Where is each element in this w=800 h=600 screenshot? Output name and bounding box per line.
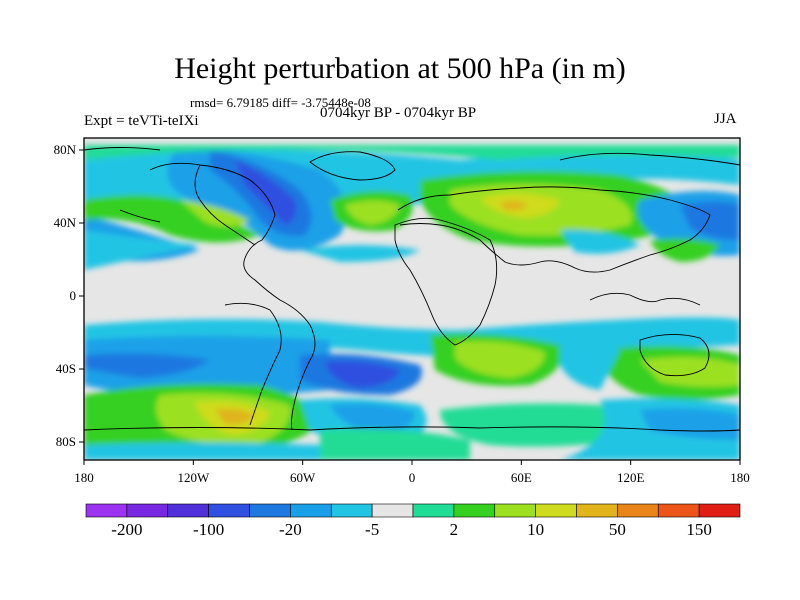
colorbar-swatch bbox=[698, 503, 741, 518]
lon-tick-label: 180 bbox=[74, 470, 94, 485]
colorbar-label: 2 bbox=[450, 520, 459, 539]
colorbar-label: 150 bbox=[686, 520, 712, 539]
colorbar-swatch bbox=[330, 503, 373, 518]
experiment-label: Expt = teVTi-teIXi bbox=[84, 113, 199, 129]
contour-field bbox=[84, 138, 740, 460]
colorbar-swatch bbox=[249, 503, 291, 518]
colorbar-swatch bbox=[85, 503, 128, 518]
colorbar-swatch bbox=[371, 503, 414, 518]
longitude-axis: 180 120W 60W 0 60E 120E 180 bbox=[74, 460, 750, 485]
colorbar-label: -100 bbox=[193, 520, 224, 539]
lat-tick-label: 0 bbox=[70, 288, 77, 303]
lat-tick-label: 40N bbox=[54, 215, 77, 230]
colorbar-swatch bbox=[657, 503, 700, 518]
latitude-axis: 80N 40N 0 40S 80S bbox=[54, 142, 84, 449]
colorbar-swatch bbox=[494, 503, 536, 518]
lon-tick-label: 60E bbox=[511, 470, 532, 485]
season-label: JJA bbox=[714, 111, 737, 127]
colorbar-swatch bbox=[208, 503, 250, 518]
lon-tick-label: 180 bbox=[730, 470, 750, 485]
coastlines bbox=[84, 147, 740, 432]
period-label: 0704kyr BP - 0704kyr BP bbox=[320, 105, 477, 121]
colorbar-label: -200 bbox=[111, 520, 142, 539]
colorbar: -200 -100 -20 -5 2 10 50 150 bbox=[85, 503, 741, 539]
colorbar-label: -5 bbox=[365, 520, 379, 539]
lon-tick-label: 0 bbox=[409, 470, 416, 485]
colorbar-label: 50 bbox=[609, 520, 626, 539]
colorbar-swatch bbox=[126, 503, 169, 518]
colorbar-swatch bbox=[412, 503, 455, 518]
colorbar-swatch bbox=[290, 503, 332, 518]
lon-tick-label: 120W bbox=[177, 470, 210, 485]
colorbar-label: -20 bbox=[279, 520, 302, 539]
plot-title: Height perturbation at 500 hPa (in m) bbox=[174, 52, 626, 85]
lat-tick-label: 80S bbox=[56, 434, 76, 449]
colorbar-swatch bbox=[576, 503, 618, 518]
colorbar-label: 10 bbox=[527, 520, 544, 539]
lat-tick-label: 80N bbox=[54, 142, 77, 157]
lon-tick-label: 120E bbox=[617, 470, 645, 485]
colorbar-swatch bbox=[167, 503, 209, 518]
colorbar-swatch bbox=[535, 503, 577, 518]
stats-line: rmsd= 6.79185 diff= -3.75448e-08 bbox=[190, 95, 371, 110]
colorbar-swatch bbox=[617, 503, 659, 518]
colorbar-swatch bbox=[453, 503, 496, 518]
lat-tick-label: 40S bbox=[56, 361, 76, 376]
lon-tick-label: 60W bbox=[290, 470, 316, 485]
